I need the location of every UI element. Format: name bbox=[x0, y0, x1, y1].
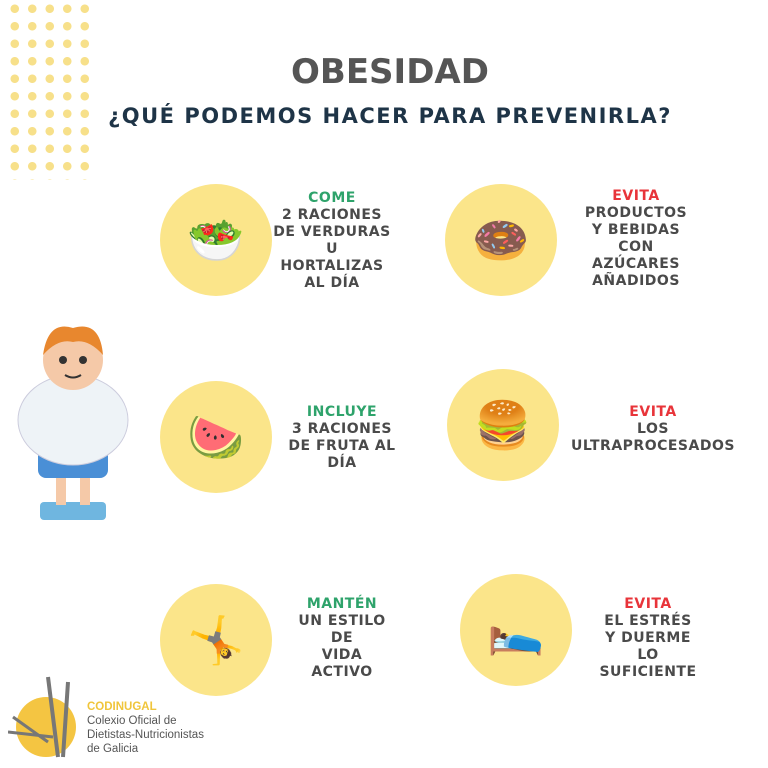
org-name: CODINUGAL bbox=[87, 701, 157, 713]
tip-sugar: EVITA PRODUCTOS Y BEBIDAS CON AZÚCARES A… bbox=[551, 188, 721, 290]
tip-line: AZÚCARES bbox=[592, 256, 680, 272]
tip-line: HORTALIZAS bbox=[280, 258, 384, 274]
tip-line: CON bbox=[618, 239, 654, 255]
tip-line: DE FRUTA AL bbox=[288, 438, 396, 454]
page-title: OBESIDAD bbox=[291, 52, 489, 92]
organization-info: CODINUGAL Colexio Oficial de Dietistas-N… bbox=[87, 700, 204, 756]
tip-sleep: EVITA EL ESTRÉS Y DUERME LO SUFICIENTE bbox=[563, 596, 733, 681]
tip-line: DÍA bbox=[327, 455, 357, 471]
tip-line: Y BEBIDAS bbox=[591, 222, 681, 238]
tip-action: COME bbox=[308, 190, 356, 206]
tip-active: MANTÉN UN ESTILO DE VIDA ACTIVO bbox=[257, 596, 427, 681]
tip-line: ULTRAPROCESADOS bbox=[571, 438, 735, 454]
tip-line: VIDA bbox=[321, 647, 363, 663]
sugary-foods-icon: 🍩 bbox=[445, 184, 557, 296]
tip-action: EVITA bbox=[612, 188, 660, 204]
tip-line: AL DÍA bbox=[304, 275, 360, 291]
codinugal-logo bbox=[8, 676, 76, 758]
sleeping-child-icon: 🛌 bbox=[460, 574, 572, 686]
tip-line: LO bbox=[637, 647, 659, 663]
tip-ultraprocessed: EVITA LOS ULTRAPROCESADOS bbox=[568, 404, 738, 455]
tip-line: DE VERDURAS bbox=[273, 224, 391, 240]
tip-line: ACTIVO bbox=[311, 664, 373, 680]
tip-action: MANTÉN bbox=[306, 596, 378, 612]
org-line: Dietistas-Nutricionistas bbox=[87, 729, 204, 741]
fast-food-icon: 🍔 bbox=[447, 369, 559, 481]
tip-line: 2 RACIONES bbox=[282, 207, 382, 223]
decorative-dots bbox=[6, 0, 96, 180]
tip-line: LOS bbox=[637, 421, 669, 437]
tip-action: INCLUYE bbox=[306, 404, 378, 420]
tip-action: EVITA bbox=[624, 596, 672, 612]
girl-eating-vegetables-icon: 🥗 bbox=[160, 184, 272, 296]
tip-action: EVITA bbox=[629, 404, 677, 420]
tip-line: PRODUCTOS bbox=[584, 205, 688, 221]
org-line: de Galicia bbox=[87, 743, 139, 755]
tip-line: AÑADIDOS bbox=[592, 273, 680, 289]
active-child-icon: 🤸 bbox=[160, 584, 272, 696]
tip-line: U bbox=[326, 241, 338, 257]
tip-line: SUFICIENTE bbox=[599, 664, 697, 680]
org-line: Colexio Oficial de bbox=[87, 715, 177, 727]
tip-line: 3 RACIONES bbox=[292, 421, 392, 437]
tip-vegetables: COME 2 RACIONES DE VERDURAS U HORTALIZAS… bbox=[247, 190, 417, 292]
tip-fruit: INCLUYE 3 RACIONES DE FRUTA AL DÍA bbox=[257, 404, 427, 472]
tip-line: DE bbox=[330, 630, 354, 646]
tip-line: Y DUERME bbox=[605, 630, 691, 646]
boy-eating-fruit-icon: 🍉 bbox=[160, 381, 272, 493]
tip-line: UN ESTILO bbox=[298, 613, 386, 629]
page-subtitle: ¿QUÉ PODEMOS HACER PARA PREVENIRLA? bbox=[108, 104, 672, 128]
tip-line: EL ESTRÉS bbox=[604, 613, 692, 629]
overweight-boy-illustration bbox=[17, 326, 129, 520]
